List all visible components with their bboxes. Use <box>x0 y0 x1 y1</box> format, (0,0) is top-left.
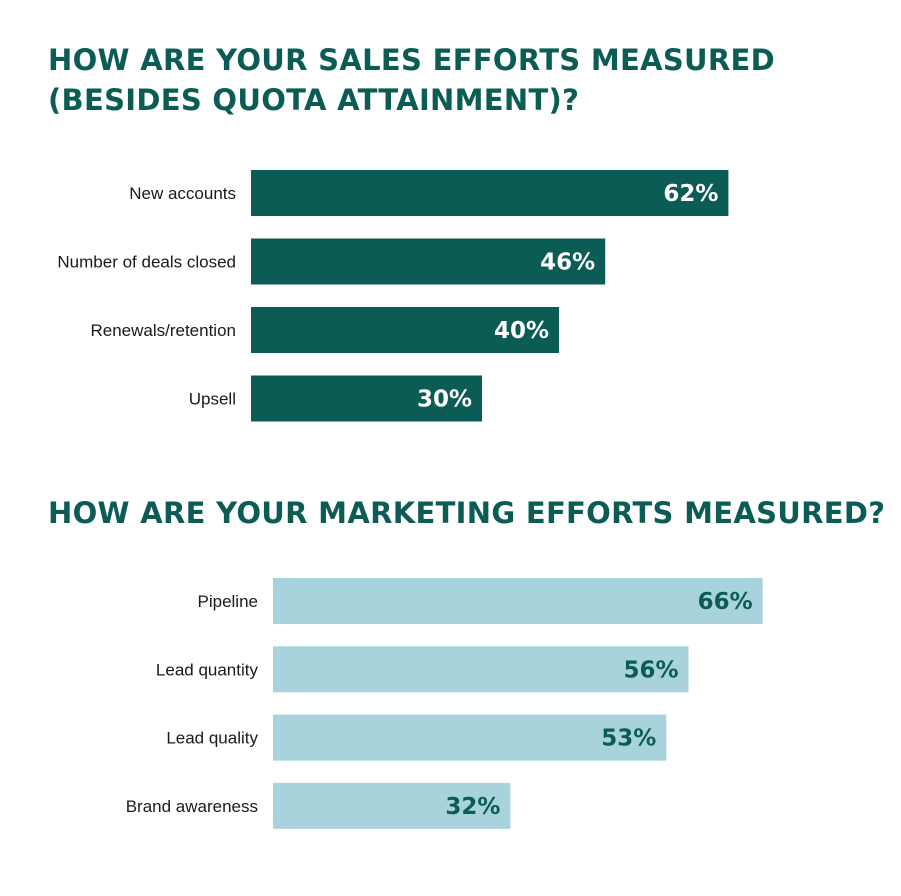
sales-bar <box>251 238 606 285</box>
marketing-chart-title: HOW ARE YOUR MARKETING EFFORTS MEASURED? <box>48 496 886 530</box>
sales-category-label: Number of deals closed <box>57 253 236 272</box>
marketing-value-label: 56% <box>623 657 678 683</box>
marketing-value-label: 53% <box>601 726 656 752</box>
sales-value-label: 40% <box>494 318 549 344</box>
marketing-bar <box>273 782 511 829</box>
marketing-value-label: 66% <box>698 589 753 615</box>
sales-chart-title: HOW ARE YOUR SALES EFFORTS MEASURED (BES… <box>48 43 776 117</box>
sales-value-label: 46% <box>540 250 595 276</box>
marketing-bar <box>273 578 763 624</box>
sales-category-label: Upsell <box>189 390 236 409</box>
marketing-bar <box>273 714 667 761</box>
sales-bar <box>251 375 482 422</box>
sales-value-label: 62% <box>663 181 718 207</box>
marketing-category-label: Lead quantity <box>156 660 259 679</box>
sales-bar <box>251 170 729 216</box>
marketing-value-label: 32% <box>445 794 500 820</box>
marketing-category-label: Pipeline <box>198 592 259 611</box>
sales-category-label: Renewals/retention <box>90 321 236 340</box>
marketing-bar <box>273 646 689 693</box>
sales-bar <box>251 307 559 353</box>
sales-category-label: New accounts <box>129 184 236 203</box>
sales-chart: New accounts 62% Number of deals closed 46%… <box>57 170 729 422</box>
marketing-category-label: Brand awareness <box>126 797 258 816</box>
sales-value-label: 30% <box>417 387 472 413</box>
marketing-chart: Pipeline 66% Lead quantity 56% Lead quality 5… <box>126 578 763 829</box>
marketing-category-label: Lead quality <box>166 729 258 748</box>
